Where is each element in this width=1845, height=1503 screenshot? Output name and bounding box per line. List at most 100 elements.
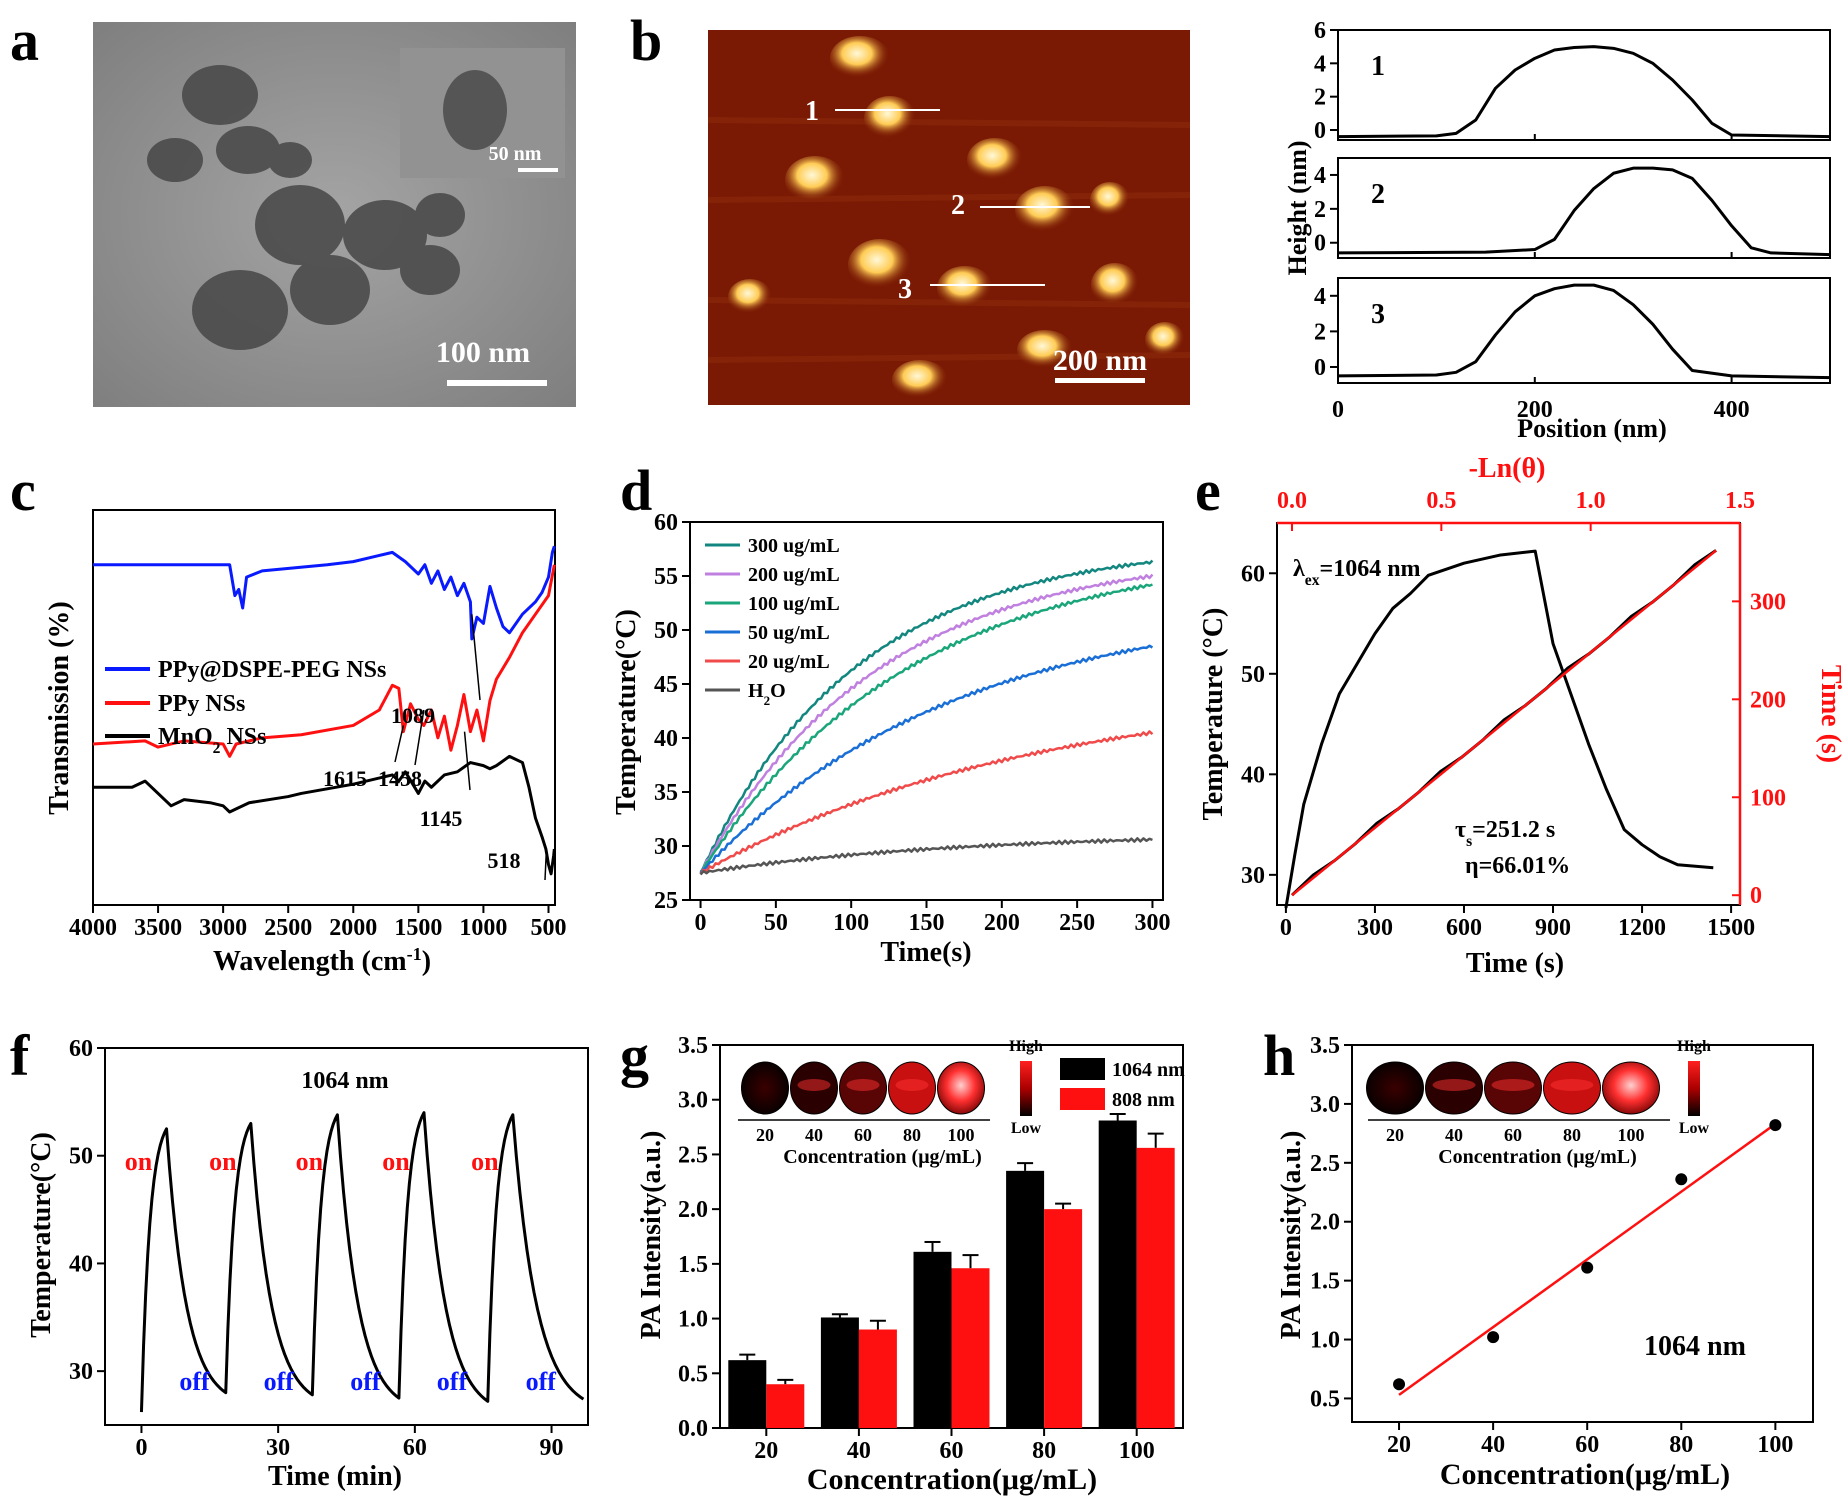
panel-g: g 0.0 0.5 1.0 1.5 2.0 2.5 3.0 3.5 20 40 60 80 100 1064… <box>620 1023 1185 1496</box>
panel-b: b 1 2 3 200 nm <box>630 8 1191 405</box>
cycles-xtick-2-label: 60 <box>403 1435 427 1461</box>
heating-xtick-1-label: 50 <box>764 910 788 936</box>
cooling-tau-label: τs=251.2 s <box>1455 817 1555 850</box>
profile-frame-2 <box>1337 157 1831 259</box>
pa-colorbar-low: Low <box>1679 1120 1710 1137</box>
ftir-xtick-7-label: 500 <box>530 915 566 941</box>
inset-scale-label: 50 nm <box>489 143 542 165</box>
pa-bar-xtick-1-label: 40 <box>847 1438 871 1464</box>
pa-linear-point-2 <box>1581 1261 1594 1274</box>
cooling-top-xtick-label-2: 1.0 <box>1576 488 1606 514</box>
ftir-legend-label-2-part-0: MnO <box>158 724 213 750</box>
ftir-legend-label-2-part-2: NSs <box>220 724 266 750</box>
profile-1-ytick-1-label: 2 <box>1314 85 1326 111</box>
panel-letter-g: g <box>620 1023 649 1088</box>
heating-legend-label-0: 300 ug/mL <box>748 535 840 557</box>
pa-linear-xtick-1-label: 40 <box>1481 1432 1505 1458</box>
ftir-legend-label-2: MnO2 NSs <box>158 724 267 757</box>
cycles-off-label-0: off <box>179 1367 210 1396</box>
cycles-ytick-0-label: 30 <box>69 1359 93 1385</box>
pa-colorbar-low: Low <box>1011 1120 1042 1137</box>
pa-inset-label-2: 60 <box>1504 1125 1522 1145</box>
profile-3-ytick-2-label: 4 <box>1314 284 1326 310</box>
profile-3-curve <box>1337 283 1831 380</box>
heating-legend-label-5-part-1: 2 <box>764 693 771 708</box>
heating-series-5 <box>699 837 1153 876</box>
ftir-xtick-3-label: 2500 <box>264 915 312 941</box>
afm-line-label-2: 2 <box>951 190 965 221</box>
pa-inset-signal-3 <box>895 1079 929 1091</box>
ftir-annotation-4: 518 <box>488 848 521 873</box>
ftir-xtick-1-label: 3500 <box>134 915 182 941</box>
cycles-y-axis-title: Temperature(°C) <box>26 1132 57 1338</box>
heating-ytick-4-label: 45 <box>654 672 678 698</box>
pa-inset-well-4 <box>1602 1061 1660 1115</box>
panel-a: a 50 nm 100 nm <box>10 8 576 407</box>
ftir-annotation-1: 1615 <box>323 766 367 791</box>
panel-e: e 0 300 600 900 1200 1500 30 40 50 60 0.0 0.5 1.0 1.5 0… <box>1195 453 1845 979</box>
ftir-annotation-arrow-0 <box>471 614 481 701</box>
pa-linear-ytick-1-label: 1.0 <box>1310 1328 1340 1354</box>
pa-inset-label-0: 20 <box>756 1125 774 1145</box>
pa-linear-xtick-0-label: 20 <box>1387 1432 1411 1458</box>
cycles-on-label-0: on <box>125 1147 153 1176</box>
profile-x-axis-title: Position (nm) <box>1517 414 1667 443</box>
profile-2-ytick-0-label: 0 <box>1314 231 1326 257</box>
cycles-frame <box>104 1047 589 1426</box>
heating-series-3 <box>699 644 1154 874</box>
pa-bar-1-0 <box>766 1384 805 1428</box>
cooling-tau-label-part-1: s <box>1466 833 1472 850</box>
pa-bar-ytick-6-label: 3.0 <box>678 1088 708 1114</box>
pa-bar-0-2 <box>913 1251 952 1428</box>
pa-inset-well-0 <box>741 1061 789 1115</box>
profile-2-ytick-1-label: 2 <box>1314 197 1326 223</box>
pa-colorbar-high: High <box>1677 1038 1711 1055</box>
heating-xtick-6-label: 300 <box>1134 910 1170 936</box>
profile-xtick-label-0: 0 <box>1332 397 1344 423</box>
pa-inset-signal-1 <box>1432 1079 1476 1091</box>
pa-linear-y-axis-title: PA Intensity(a.u.) <box>1276 1131 1307 1340</box>
profile-3-ytick-0-label: 0 <box>1314 355 1326 381</box>
pa-linear-ytick-0-label: 0.5 <box>1310 1386 1340 1412</box>
profile-2-curve <box>1337 166 1831 257</box>
ftir-xtick-5-label: 1500 <box>394 915 442 941</box>
cooling-top-xtick-label-0: 0.0 <box>1277 488 1307 514</box>
pa-bar-legend-swatch-1 <box>1060 1088 1105 1110</box>
pa-linear-xtick-3-label: 80 <box>1669 1432 1693 1458</box>
pa-linear-ytick-4-label: 2.5 <box>1310 1151 1340 1177</box>
cooling-temperature-curve <box>1284 549 1714 909</box>
pa-bar-0-3 <box>1006 1170 1045 1428</box>
ftir-annotation-0: 1089 <box>391 703 435 728</box>
heating-legend-label-3: 50 ug/mL <box>748 622 830 644</box>
heating-xtick-0-label: 0 <box>695 910 707 936</box>
pa-inset-signal-3 <box>1550 1079 1594 1091</box>
afm-scale-bar <box>1055 378 1145 383</box>
pa-bar-ytick-5-label: 2.5 <box>678 1142 708 1168</box>
cycles-on-label-1: on <box>209 1147 237 1176</box>
heating-xtick-3-label: 150 <box>909 910 945 936</box>
profile-1-ytick-2-label: 4 <box>1314 51 1326 77</box>
ftir-x-axis-title-part-1: -1 <box>407 944 422 964</box>
pa-colorbar <box>1020 1061 1032 1116</box>
pa-inset-label-2: 60 <box>854 1125 872 1145</box>
heating-legend-label-2: 100 ug/mL <box>748 593 840 615</box>
cycles-ytick-3-label: 60 <box>69 1036 93 1062</box>
profile-xtick-label-1: 200 <box>1517 397 1553 423</box>
afm-line-label-3: 3 <box>898 274 912 305</box>
inset-scale-bar <box>518 168 558 172</box>
pa-bar-legend-label-0: 1064 nm <box>1112 1059 1185 1081</box>
cooling-top-axis-title: -Ln(θ) <box>1469 453 1546 484</box>
ftir-x-axis-title-part-2: ) <box>422 946 431 977</box>
ftir-annotation-arrow-3 <box>463 731 471 791</box>
tem-scale-label: 100 nm <box>436 336 530 369</box>
heating-x-axis-title: Time(s) <box>880 937 971 968</box>
cycles-xtick-3-label: 90 <box>540 1435 564 1461</box>
heating-ytick-7-label: 60 <box>654 510 678 536</box>
cycles-x-axis-title: Time (min) <box>268 1461 402 1492</box>
pa-bar-ytick-3-label: 1.5 <box>678 1252 708 1278</box>
cooling-xtick-0-label: 0 <box>1280 915 1292 941</box>
profile-y-axis-title: Height (nm) <box>1283 140 1312 275</box>
cooling-tau-label-part-0: τ <box>1455 817 1466 843</box>
heating-series-2 <box>699 583 1153 873</box>
panel-letter-c: c <box>10 458 36 523</box>
